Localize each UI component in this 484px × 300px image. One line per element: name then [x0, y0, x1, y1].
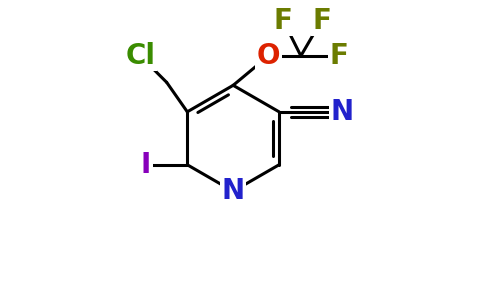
Text: Cl: Cl — [125, 42, 155, 70]
Text: N: N — [222, 177, 245, 205]
Text: F: F — [312, 7, 331, 34]
Text: I: I — [141, 151, 151, 179]
Text: N: N — [331, 98, 354, 126]
Text: O: O — [257, 42, 280, 70]
Text: F: F — [274, 7, 293, 34]
Text: F: F — [330, 42, 348, 70]
